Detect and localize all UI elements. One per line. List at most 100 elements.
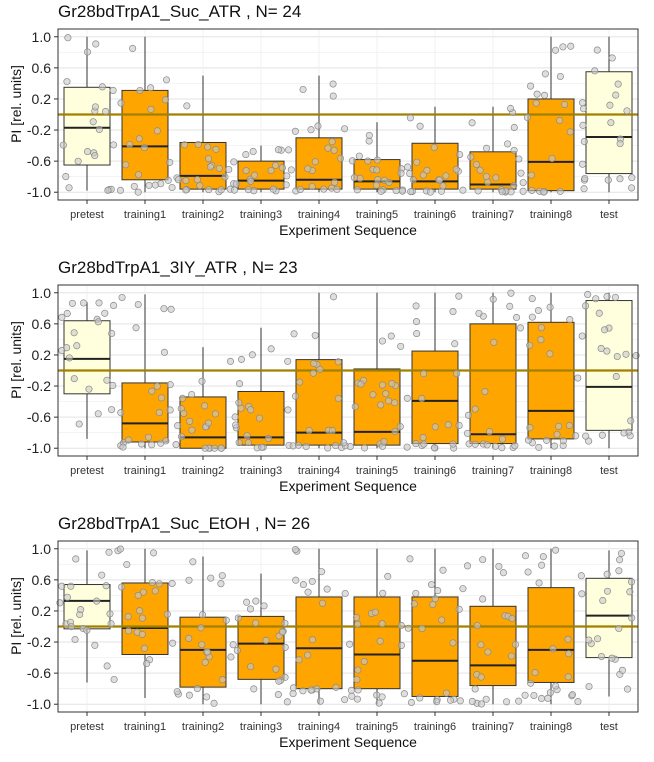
data-point — [281, 643, 289, 651]
data-point — [299, 687, 307, 695]
data-point — [104, 186, 112, 194]
data-point — [250, 685, 258, 693]
data-point — [613, 352, 621, 361]
data-point — [546, 689, 554, 697]
data-point — [341, 125, 349, 133]
data-point — [68, 299, 76, 307]
data-point — [431, 595, 439, 603]
data-point — [474, 187, 482, 195]
y-tick-label: -0.6 — [27, 153, 51, 169]
data-point — [278, 164, 286, 172]
data-point — [410, 600, 418, 608]
data-point — [324, 444, 332, 452]
data-point — [313, 685, 321, 693]
data-point — [499, 569, 508, 577]
data-point — [283, 698, 291, 706]
data-point — [582, 302, 590, 310]
data-point — [453, 370, 461, 378]
data-point — [489, 295, 497, 303]
data-point — [578, 99, 587, 107]
data-point — [296, 378, 304, 386]
data-point — [580, 137, 588, 146]
data-point — [603, 587, 612, 595]
data-point — [360, 444, 369, 452]
data-point — [308, 182, 316, 191]
data-point — [89, 118, 97, 126]
data-point — [426, 188, 434, 196]
x-tick-label-training5: training5 — [356, 209, 398, 221]
data-point — [406, 555, 414, 563]
data-point — [416, 694, 424, 702]
data-point — [537, 336, 545, 344]
data-point — [166, 158, 174, 166]
data-point — [340, 439, 348, 447]
data-point — [346, 443, 354, 451]
data-point — [307, 126, 315, 134]
data-point — [419, 434, 427, 442]
data-point — [80, 299, 88, 307]
x-tick-label-training1: training1 — [124, 209, 166, 221]
data-point — [348, 157, 356, 165]
data-point — [330, 146, 338, 154]
data-point — [516, 324, 524, 332]
data-point — [627, 578, 636, 586]
data-point — [485, 428, 494, 436]
data-point — [471, 685, 479, 693]
data-point — [538, 561, 546, 569]
data-point — [225, 165, 233, 174]
data-point — [579, 105, 588, 113]
data-point — [566, 316, 574, 324]
x-tick-label-training5: training5 — [356, 721, 398, 733]
chart-title: Gr28bdTrpA1_Suc_ATR , N= 24 — [58, 2, 302, 21]
data-point — [556, 116, 564, 124]
data-point — [323, 585, 331, 593]
data-point — [409, 176, 417, 184]
data-point — [515, 697, 523, 705]
data-point — [412, 302, 420, 310]
data-point — [63, 309, 71, 318]
data-point — [320, 185, 328, 193]
data-point — [252, 597, 260, 605]
data-point — [603, 347, 611, 355]
data-point — [372, 181, 380, 189]
data-point — [540, 188, 548, 196]
data-point — [150, 549, 158, 557]
data-point — [498, 188, 506, 196]
data-point — [507, 188, 515, 196]
data-point — [129, 44, 137, 52]
data-point — [143, 660, 151, 668]
data-point — [413, 158, 421, 166]
data-point — [608, 54, 616, 62]
data-point — [272, 161, 280, 169]
data-point — [153, 127, 161, 135]
data-point — [526, 82, 535, 90]
plot-area: 1.0 0.6 0.2 -0.2 -0.6 -1.0 pretest training1 tra… — [27, 540, 639, 733]
data-point — [559, 43, 567, 51]
data-point — [582, 432, 590, 440]
data-point — [125, 627, 133, 635]
data-point — [504, 140, 512, 148]
data-point — [203, 693, 211, 701]
data-point — [449, 440, 457, 448]
data-point — [290, 330, 298, 338]
data-point — [235, 380, 244, 388]
data-point — [183, 102, 191, 110]
data-point — [482, 172, 490, 180]
data-point — [528, 186, 536, 194]
data-point — [110, 141, 118, 149]
data-point — [373, 156, 381, 164]
data-point — [406, 114, 414, 122]
data-point — [160, 348, 169, 356]
data-point — [403, 443, 411, 451]
chart-panel-1: Gr28bdTrpA1_Suc_ATR , N= 24 PI [rel. uni… — [0, 0, 654, 250]
data-point — [180, 409, 188, 418]
data-point — [212, 145, 220, 153]
data-point — [105, 548, 113, 556]
data-point — [354, 686, 362, 694]
data-point — [555, 422, 563, 430]
data-point — [442, 172, 450, 180]
data-point — [463, 429, 472, 437]
data-point — [369, 391, 377, 399]
data-point — [310, 359, 318, 368]
data-point — [217, 580, 225, 588]
